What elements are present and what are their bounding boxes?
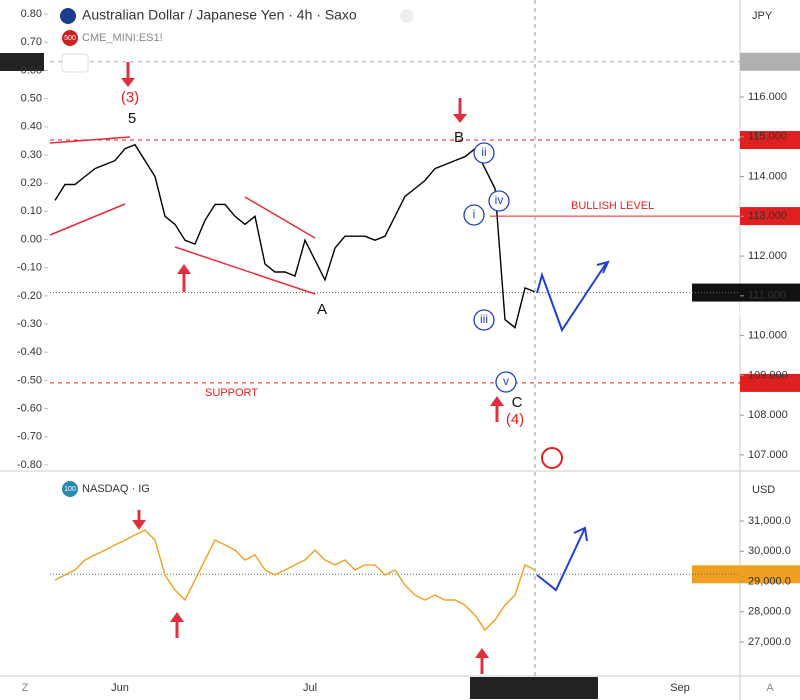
y-tick-label: 113.000: [748, 210, 787, 222]
status-icon: [400, 9, 414, 23]
y2-tick-label: -0.10: [17, 262, 42, 274]
nasdaq-badge: 100: [64, 486, 76, 493]
currency: JPY: [752, 10, 773, 22]
level-price-bg: [740, 131, 800, 150]
y2-tick-label: -0.60: [17, 402, 42, 414]
y2-tick-label: -0.50: [17, 374, 42, 386]
countdown-bg: [740, 301, 800, 318]
wave-circle: [473, 309, 495, 331]
wave-label: i: [473, 207, 476, 221]
y-tick-label: 30,000.0: [748, 545, 791, 557]
y2-tick-label: -0.30: [17, 318, 42, 330]
level-price-bg: [740, 207, 800, 226]
price-line: [54, 143, 536, 329]
y-tick-label: 108.000: [748, 409, 788, 421]
y2-tick-label: -0.70: [17, 431, 42, 443]
wave-label: iv: [495, 193, 504, 207]
y2-tick-label: 0.10: [21, 205, 42, 217]
last-price-bg: [740, 565, 800, 584]
flag-icon: [60, 8, 76, 24]
level-label: SUPPORT: [205, 387, 258, 399]
y2-tick-label: -0.40: [17, 346, 42, 358]
level-label: BULLISH LEVEL: [571, 200, 654, 212]
event-icon[interactable]: [541, 447, 563, 469]
y-tick-label: 28,000.0: [748, 606, 791, 618]
nasdaq-badge-bg: [62, 481, 78, 497]
wave-circle: [488, 190, 510, 212]
wave-label: B: [454, 129, 464, 146]
y2-tick-label: 0.80: [21, 8, 42, 20]
x-tick-label: Jun: [111, 682, 129, 694]
wave-circle: [473, 142, 495, 164]
crosshair-label-bg: [470, 677, 598, 699]
y2-tick-label: 0.60: [21, 64, 42, 76]
arrows: [121, 62, 504, 674]
overlay-name: CME_MINI:ES1!: [82, 32, 163, 44]
price-line: [54, 529, 536, 631]
wave-label: iii: [480, 312, 488, 326]
trendlines: [49, 136, 316, 295]
y-tick-label: 114.000: [748, 170, 787, 182]
wave-label: (4): [506, 411, 524, 428]
overlay-badge: 500: [64, 35, 76, 42]
y2-tick-label: -0.20: [17, 290, 42, 302]
y2-tick-label: 0.20: [21, 177, 42, 189]
projection: [536, 260, 610, 592]
y2-marker-bg: [0, 52, 44, 71]
level-price-bg: [740, 52, 800, 71]
wave-label: A: [317, 301, 327, 318]
y-tick-label: 107.000: [748, 449, 788, 461]
y-tick-label: 116.000: [748, 91, 787, 103]
wave-label: ii: [481, 145, 486, 159]
currency: USD: [752, 484, 775, 496]
y-tick-label: 27,000.0: [748, 636, 791, 648]
level-price-bg: [740, 373, 800, 392]
wave-label: (3): [121, 89, 139, 106]
y-tick-label: 31,000.0: [748, 515, 791, 527]
y-tick-label: 112.000: [748, 250, 787, 262]
y-tick-label: 111.000: [748, 290, 786, 302]
wave-label: C: [512, 394, 523, 411]
y2-tick-label: 0.00: [21, 233, 42, 245]
last-price-bg: [740, 283, 800, 302]
y2-tick-label: 0.50: [21, 93, 42, 105]
wave-label: v: [503, 374, 509, 388]
y2-tick-label: 0.40: [21, 121, 42, 133]
wave-circle: [495, 371, 517, 393]
overlay-badge-bg: [62, 30, 78, 46]
y-tick-label: 109.000: [748, 369, 788, 381]
pane-title: NASDAQ · IG: [82, 483, 150, 495]
y2-tick-label: -0.80: [17, 459, 42, 471]
y-tick-label: 115.000: [748, 131, 787, 143]
y-tick-label: 110.000: [748, 330, 787, 342]
zoom-button[interactable]: Z: [22, 682, 29, 694]
y2-tick-label: 0.70: [21, 36, 42, 48]
wave-circle: [463, 204, 485, 226]
wave-label: 5: [128, 110, 136, 127]
chart-title: Australian Dollar / Japanese Yen · 4h · …: [82, 7, 357, 23]
x-tick-label: Jul: [303, 682, 317, 694]
x-tick-label: Sep: [670, 682, 690, 694]
auto-scale-button[interactable]: A: [766, 682, 774, 694]
collapse-button[interactable]: [61, 53, 89, 73]
y2-tick-label: 0.30: [21, 149, 42, 161]
y-tick-label: 29,000.0: [748, 575, 791, 587]
